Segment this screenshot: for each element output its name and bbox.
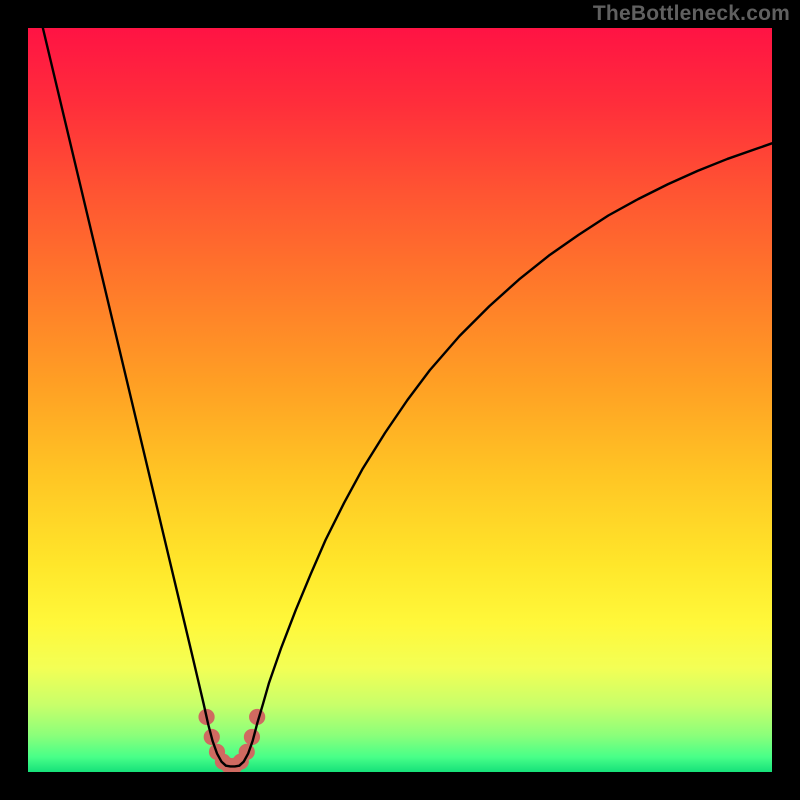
watermark-text: TheBottleneck.com	[593, 2, 790, 26]
gradient-background	[28, 28, 772, 772]
bottleneck-curve-chart	[28, 28, 772, 772]
plot-outer-frame: TheBottleneck.com	[0, 0, 800, 800]
chart-stage: TheBottleneck.com	[0, 0, 800, 800]
plot-gradient-area	[28, 28, 772, 772]
